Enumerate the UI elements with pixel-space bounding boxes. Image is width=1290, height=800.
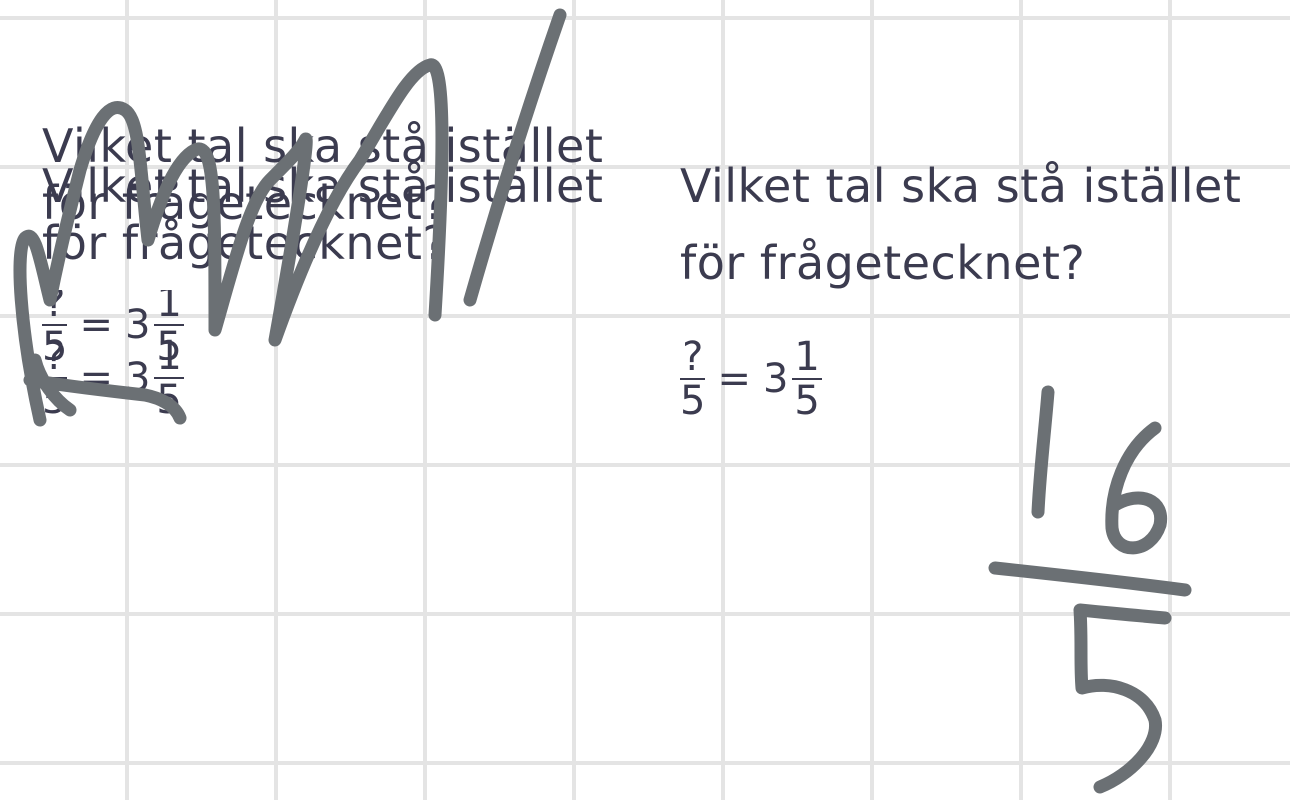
question-block: Vilket tal ska stå istället för frågetec… bbox=[680, 148, 1241, 302]
denominator: 5 bbox=[794, 378, 820, 424]
numerator: 1 bbox=[154, 332, 184, 379]
numerator: 1 bbox=[792, 334, 822, 380]
question-line-1: Vilket tal ska stå istället bbox=[680, 159, 1242, 213]
whole-number: 3 bbox=[124, 354, 151, 401]
whole-number: 3 bbox=[762, 356, 789, 402]
numerator: ? bbox=[42, 332, 68, 379]
question-block-ghost-b: Vilket tal ska stå istället för frågetec… bbox=[42, 148, 603, 282]
ink-answer-16-over-5[interactable] bbox=[988, 385, 1192, 794]
equation: ? 5 = 3 1 5 bbox=[680, 333, 822, 425]
equation-ghost-b: ? 5 = 3 1 5 bbox=[42, 330, 184, 425]
fraction-unknown: ? 5 bbox=[42, 335, 67, 421]
numerator: 1 bbox=[154, 290, 184, 326]
fraction-unknown: ? 5 bbox=[680, 336, 705, 422]
denominator: 5 bbox=[156, 376, 182, 423]
denominator: 5 bbox=[42, 376, 68, 423]
denominator: 5 bbox=[680, 378, 706, 424]
fraction-part: 1 5 bbox=[154, 332, 184, 423]
equals-sign: = bbox=[717, 356, 751, 402]
numerator: ? bbox=[42, 290, 68, 326]
question-line-2: för frågetecknet? bbox=[680, 236, 1086, 290]
fraction-part: 1 5 bbox=[792, 334, 822, 424]
equals-sign: = bbox=[79, 354, 113, 401]
numerator: ? bbox=[680, 334, 706, 380]
